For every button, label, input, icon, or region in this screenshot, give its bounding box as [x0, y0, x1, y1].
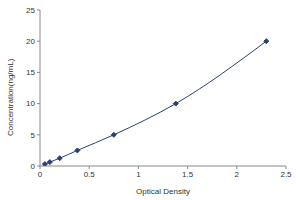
- svg-text:5: 5: [31, 131, 36, 140]
- svg-text:20: 20: [26, 37, 35, 46]
- svg-text:25: 25: [26, 6, 35, 15]
- svg-text:0: 0: [38, 170, 43, 179]
- svg-text:1.5: 1.5: [182, 170, 194, 179]
- svg-text:2: 2: [235, 170, 240, 179]
- svg-text:2.5: 2.5: [280, 170, 292, 179]
- svg-text:0: 0: [31, 162, 36, 171]
- svg-text:Optical Density: Optical Density: [136, 187, 190, 196]
- svg-text:15: 15: [26, 68, 35, 77]
- svg-text:0.5: 0.5: [84, 170, 96, 179]
- svg-text:Concentration(ng/mL): Concentration(ng/mL): [8, 58, 15, 136]
- svg-text:10: 10: [26, 99, 35, 108]
- svg-text:1: 1: [136, 170, 141, 179]
